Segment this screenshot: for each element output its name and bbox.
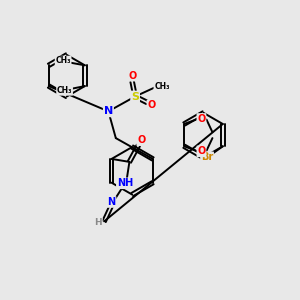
Text: Br: Br <box>201 152 213 162</box>
Text: O: O <box>147 100 156 110</box>
Text: H: H <box>94 218 102 227</box>
Text: O: O <box>128 71 136 81</box>
Text: CH₃: CH₃ <box>57 86 72 95</box>
Text: O: O <box>197 114 206 124</box>
Text: N: N <box>104 106 113 116</box>
Text: CH₃: CH₃ <box>154 82 170 91</box>
Text: CH₃: CH₃ <box>55 56 71 65</box>
Text: N: N <box>107 197 116 207</box>
Text: O: O <box>137 135 146 145</box>
Text: NH: NH <box>117 178 133 188</box>
Text: S: S <box>131 92 139 101</box>
Text: O: O <box>197 146 206 156</box>
